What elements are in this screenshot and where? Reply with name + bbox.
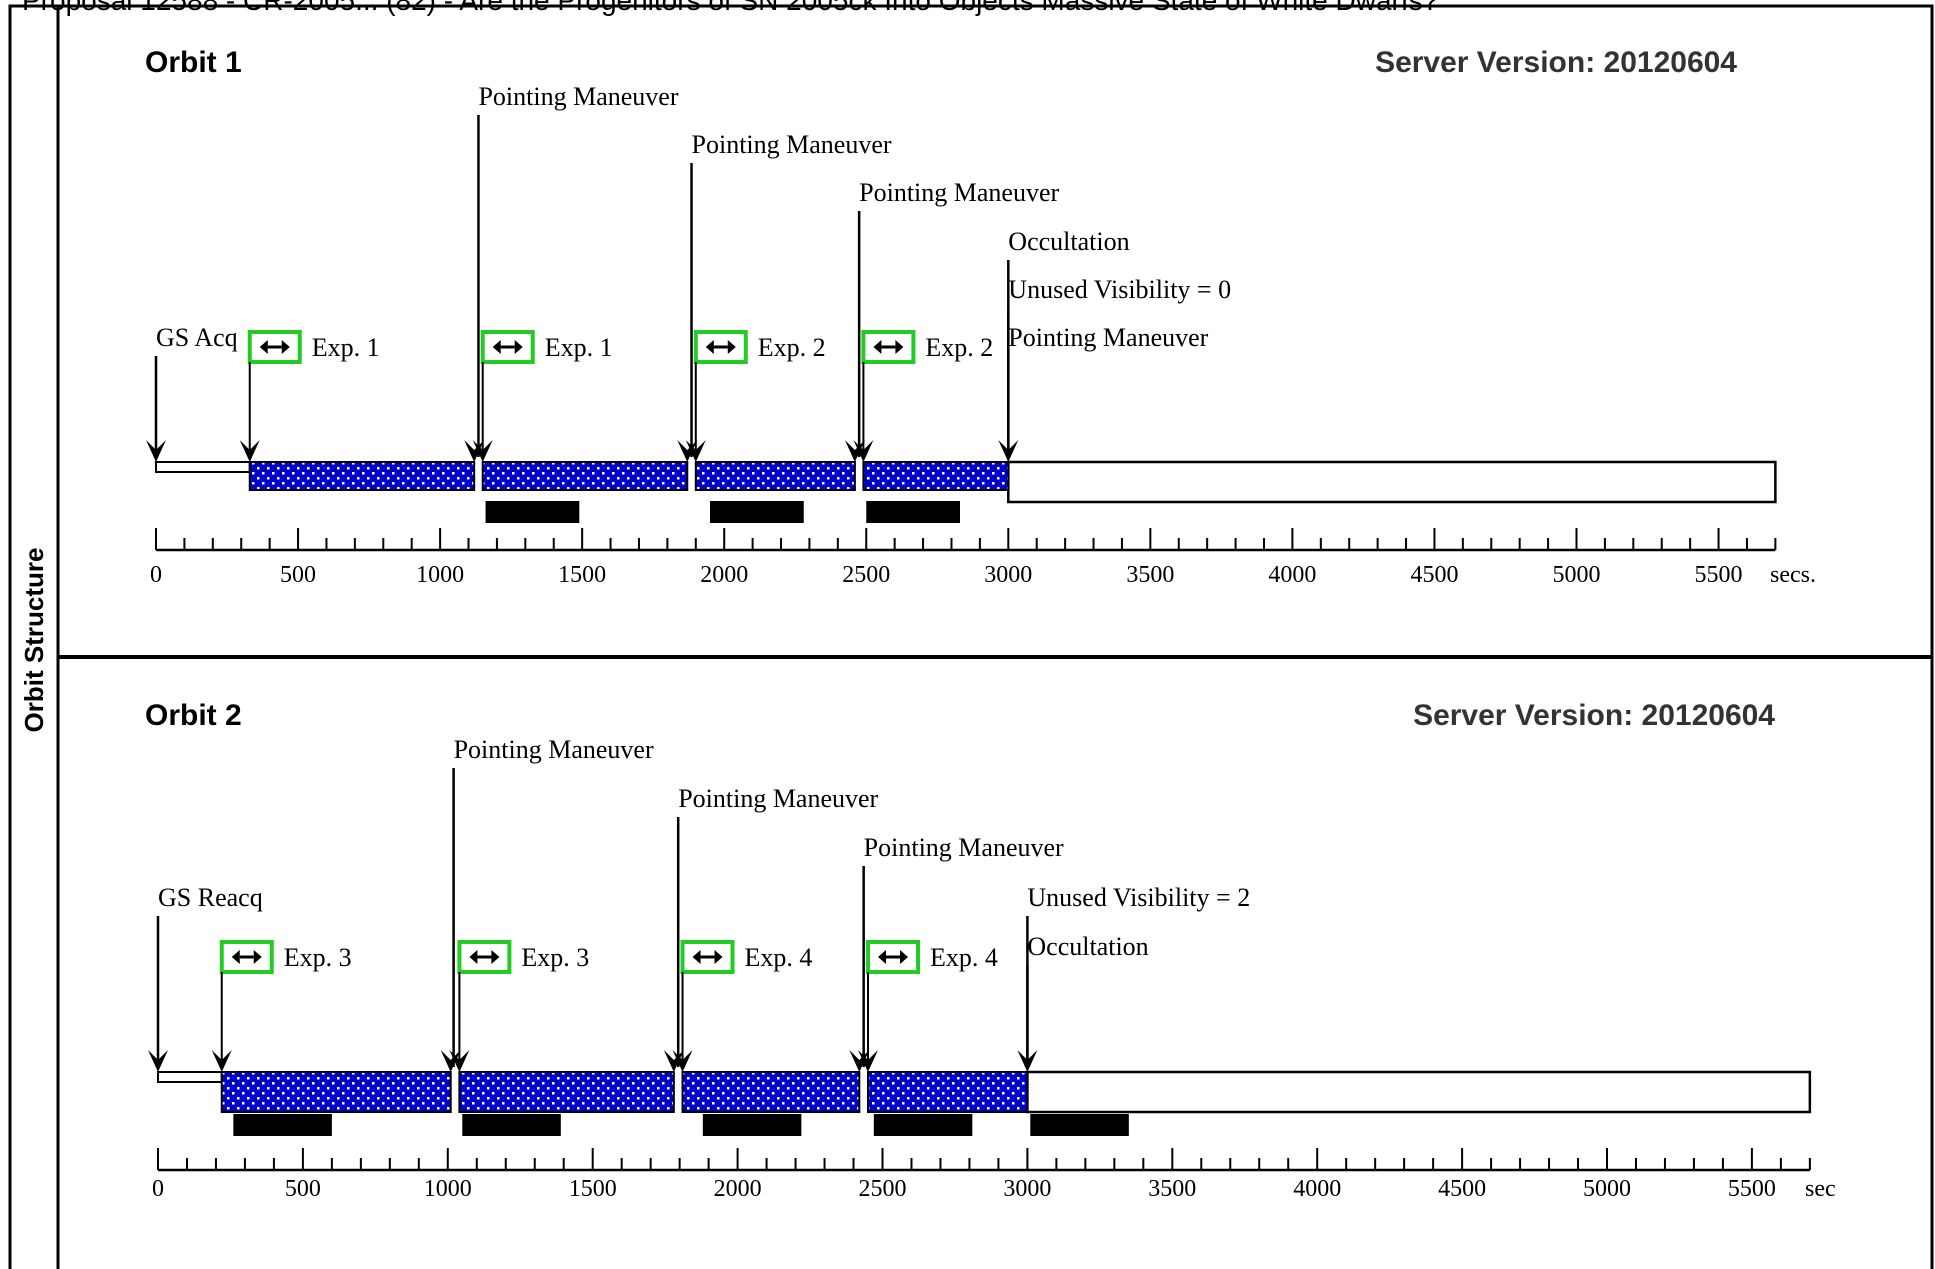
double-arrow-icon: [492, 340, 523, 354]
dump-bar-4: [873, 1114, 973, 1136]
axis-tick-label: 2000: [700, 562, 748, 588]
exposure-label: Exp. 2: [925, 333, 993, 362]
event-label: Pointing Maneuver: [1008, 323, 1208, 352]
exposure-label: Exp. 1: [312, 333, 380, 362]
axis-tick-label: 5000: [1583, 1176, 1631, 1202]
axis-tick-label: 4500: [1410, 562, 1458, 588]
axis-tick-label: 2000: [714, 1176, 762, 1202]
unused-visibility-bar: [1026, 1070, 1812, 1114]
axis-tick-label: 5000: [1553, 562, 1601, 588]
exposure-bar-3: [681, 1071, 861, 1113]
exposure-bar-2: [458, 1071, 675, 1113]
orbit-title: Orbit 1: [145, 46, 242, 79]
double-arrow-icon: [259, 340, 290, 354]
axis-tick-label: 1500: [558, 562, 606, 588]
event-label: Occultation: [1008, 227, 1129, 256]
event-label: Pointing Maneuver: [859, 178, 1059, 207]
axis-tick-label: 1000: [424, 1176, 472, 1202]
axis-units-label: secs.: [1770, 562, 1816, 588]
exposure-bar-1: [220, 1071, 452, 1113]
unused-visibility-bar: [1007, 460, 1777, 504]
axis-tick-label: 0: [150, 562, 162, 588]
dump-bar-1: [233, 1114, 332, 1136]
axis-tick-label: 1000: [416, 562, 464, 588]
exposure-label: Exp. 2: [758, 333, 826, 362]
axis-tick-label: 0: [152, 1176, 164, 1202]
guide-star-bar: [157, 1071, 223, 1083]
exposure-bar-3: [694, 461, 856, 491]
axis-units-label: sec: [1805, 1176, 1836, 1202]
exposure-bar-4: [867, 1071, 1029, 1113]
exposure-symbol-icon: [693, 330, 748, 364]
exposure-bar-2: [481, 461, 689, 491]
axis-tick-label: 500: [280, 562, 316, 588]
dump-bar-3: [702, 1114, 802, 1136]
event-label: Pointing Maneuver: [692, 130, 892, 159]
exposure-label: Exp. 1: [545, 333, 613, 362]
orbit-title: Orbit 2: [145, 699, 242, 732]
axis-tick-label: 500: [285, 1176, 321, 1202]
event-label: GS Reacq: [158, 883, 263, 912]
exposure-label: Exp. 4: [745, 943, 813, 972]
axis-tick-label: 3000: [984, 562, 1032, 588]
dump-bar-2: [462, 1114, 561, 1136]
double-arrow-icon: [705, 340, 736, 354]
exposure-bar-4: [862, 461, 1010, 491]
axis-tick-label: 4000: [1268, 562, 1316, 588]
double-arrow-icon: [231, 950, 262, 964]
axis-tick-label: 4500: [1438, 1176, 1486, 1202]
axis-tick-label: 1500: [569, 1176, 617, 1202]
axis-tick-label: 3000: [1003, 1176, 1051, 1202]
exposure-label: Exp. 4: [930, 943, 998, 972]
dump-bar-5: [1030, 1114, 1129, 1136]
double-arrow-icon: [469, 950, 500, 964]
dump-bar-2: [709, 501, 804, 523]
server-version: Server Version: 20120604: [1375, 46, 1737, 79]
axis-tick-label: 2500: [859, 1176, 907, 1202]
event-label: Pointing Maneuver: [678, 784, 878, 813]
side-label: Orbit Structure: [19, 548, 49, 733]
event-label: Pointing Maneuver: [454, 735, 654, 764]
orbit-1-panel: Orbit 1 Server Version: 20120604 0 500 1000 1…: [145, 46, 1816, 588]
orbit-2-panel: Orbit 2 Server Version: 20120604 0 500 1000 1…: [145, 699, 1836, 1202]
event-label: Pointing Maneuver: [478, 82, 678, 111]
event-label: Pointing Maneuver: [864, 833, 1064, 862]
double-arrow-icon: [692, 950, 723, 964]
event-arrow-head: [440, 1050, 461, 1072]
axis-tick-label: 2500: [842, 562, 890, 588]
axis-tick-label: 5500: [1728, 1176, 1776, 1202]
exposure-bar-1: [248, 461, 476, 491]
guide-star-bar: [155, 461, 251, 473]
event-label: Unused Visibility = 2: [1027, 883, 1250, 912]
axis-tick-label: 3500: [1126, 562, 1174, 588]
dump-bar-1: [485, 501, 580, 523]
event-label: Unused Visibility = 0: [1008, 275, 1231, 304]
axis-tick-label: 3500: [1148, 1176, 1196, 1202]
outer-frame: [8, 4, 1934, 1269]
exposure-label: Exp. 3: [521, 943, 589, 972]
event-label: Occultation: [1027, 932, 1148, 961]
axis-tick-label: 4000: [1293, 1176, 1341, 1202]
exposure-label: Exp. 3: [284, 943, 352, 972]
double-arrow-icon: [878, 950, 909, 964]
dump-bar-3: [866, 501, 961, 523]
event-label: GS Acq: [156, 323, 238, 352]
server-version: Server Version: 20120604: [1413, 699, 1775, 732]
axis-tick-label: 5500: [1695, 562, 1743, 588]
proposal-header: Proposal 12588 - CR-2005... (82) - Are t…: [22, 0, 1439, 16]
double-arrow-icon: [873, 340, 904, 354]
